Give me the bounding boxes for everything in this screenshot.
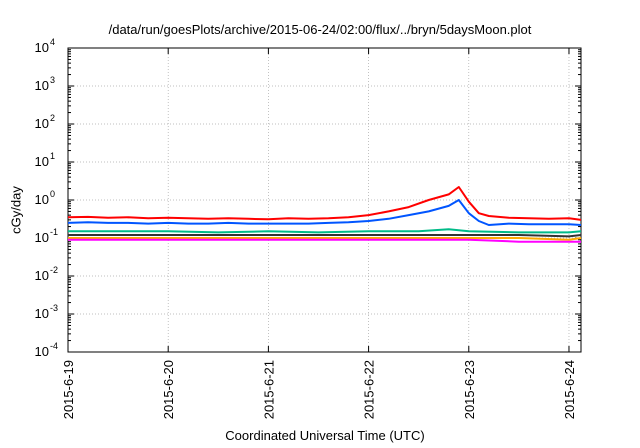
x-tick-label: 2015-6-23 bbox=[462, 360, 477, 419]
y-tick-label: 10 bbox=[35, 116, 49, 131]
y-tick-label-exponent: 1 bbox=[50, 151, 55, 161]
y-tick-label-exponent: -2 bbox=[50, 265, 58, 275]
y-tick-label-exponent: -3 bbox=[50, 303, 58, 313]
y-tick-label: 10 bbox=[35, 230, 49, 245]
y-tick-label: 10 bbox=[35, 192, 49, 207]
series-line-4 bbox=[68, 234, 582, 238]
y-tick-label: 10 bbox=[35, 154, 49, 169]
y-tick-label-exponent: -4 bbox=[50, 341, 58, 351]
y-axis-label: cGy/day bbox=[8, 186, 24, 234]
y-tick-label-exponent: -1 bbox=[50, 227, 58, 237]
y-tick-label-exponent: 3 bbox=[50, 75, 55, 85]
y-tick-label: 10 bbox=[35, 306, 49, 321]
x-tick-label: 2015-6-21 bbox=[261, 360, 276, 419]
chart-title: /data/run/goesPlots/archive/2015-06-24/0… bbox=[108, 22, 532, 37]
y-tick-label: 10 bbox=[35, 268, 49, 283]
series-line-3 bbox=[68, 228, 582, 234]
y-tick-label-exponent: 0 bbox=[50, 189, 55, 199]
series-line-6 bbox=[68, 238, 581, 243]
x-tick-label: 2015-6-22 bbox=[362, 360, 377, 419]
y-tick-label-exponent: 4 bbox=[50, 37, 55, 47]
series-line-1 bbox=[67, 186, 582, 221]
x-tick-label: 2015-6-24 bbox=[562, 360, 577, 419]
y-tick-label: 10 bbox=[35, 40, 49, 55]
x-tick-label: 2015-6-20 bbox=[161, 360, 176, 419]
plot-frame bbox=[67, 47, 582, 353]
x-axis-label: Coordinated Universal Time (UTC) bbox=[225, 428, 425, 443]
y-tick-label-exponent: 2 bbox=[50, 113, 55, 123]
x-tick-label: 2015-6-19 bbox=[61, 360, 76, 419]
series-line-2 bbox=[67, 199, 582, 226]
y-tick-label: 10 bbox=[35, 78, 49, 93]
series-line-5 bbox=[68, 237, 582, 241]
y-tick-label: 10 bbox=[35, 344, 49, 359]
